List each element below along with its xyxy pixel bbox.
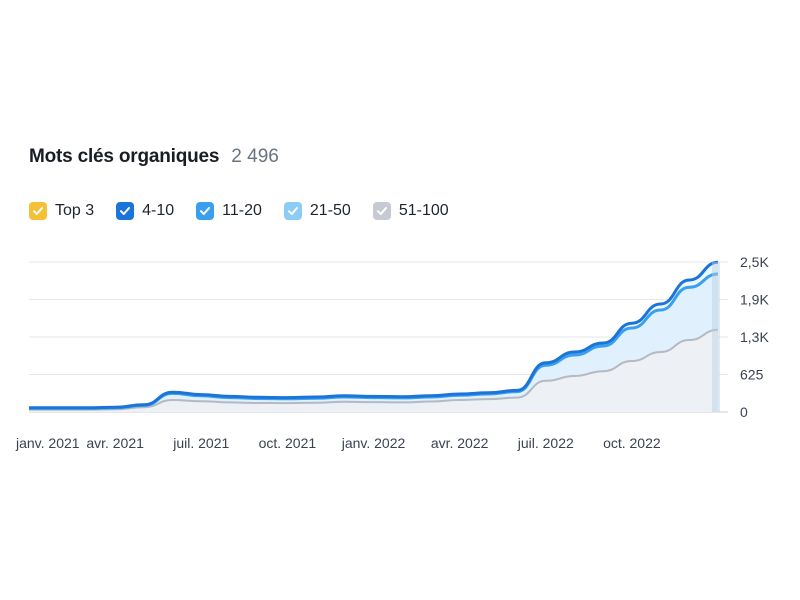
check-icon <box>287 207 298 215</box>
checkbox-11-20[interactable] <box>196 202 215 220</box>
y-tick-label: 1,3K <box>740 329 769 345</box>
series-area-51-100 <box>29 329 718 412</box>
series-line-4-10 <box>28 260 719 410</box>
legend-label-top3: Top 3 <box>55 202 95 219</box>
legend-label-51-100: 51-100 <box>398 202 449 219</box>
x-tick-label: avr. 2021 <box>86 435 144 451</box>
keywords-area-chart: 2,5K 1,9K 1,3K 625 0 janv. 2021 avr. 2021 juil.… <box>15 254 769 451</box>
x-tick-label: janv. 2021 <box>15 435 80 451</box>
y-tick-label: 625 <box>740 367 764 383</box>
checkbox-21-50[interactable] <box>283 202 302 220</box>
x-tick-label: avr. 2022 <box>431 435 489 451</box>
x-tick-label: juil. 2021 <box>172 435 229 451</box>
legend: Top 3 4-10 11-20 21-50 51-100 <box>29 202 449 220</box>
current-period-band <box>712 262 720 412</box>
checkbox-51-100[interactable] <box>372 202 391 220</box>
legend-label-11-20: 11-20 <box>222 202 262 219</box>
y-tick-label: 1,9K <box>740 292 769 308</box>
check-icon <box>200 207 211 215</box>
y-tick-label: 2,5K <box>740 254 769 270</box>
legend-label-4-10: 4-10 <box>142 202 175 219</box>
legend-item-11-20[interactable]: 11-20 <box>196 202 262 220</box>
x-tick-label: juil. 2022 <box>517 435 574 451</box>
legend-item-top3[interactable]: Top 3 <box>29 202 94 220</box>
check-icon <box>33 207 43 215</box>
legend-item-21-50[interactable]: 21-50 <box>283 202 351 220</box>
series-area-11-20 <box>29 274 718 412</box>
checkbox-4-10[interactable] <box>116 202 135 220</box>
check-icon <box>376 207 387 215</box>
series-line-51-100 <box>28 328 719 411</box>
check-icon <box>120 207 131 215</box>
x-tick-label: janv. 2022 <box>341 435 406 451</box>
y-tick-label: 0 <box>740 404 748 420</box>
legend-label-21-50: 21-50 <box>309 202 351 219</box>
checkbox-top3[interactable] <box>29 202 47 220</box>
x-tick-label: oct. 2022 <box>603 435 661 451</box>
legend-item-51-100[interactable]: 51-100 <box>372 202 449 220</box>
x-tick-label: oct. 2021 <box>259 435 317 451</box>
widget-title: Mots clés organiques <box>29 146 220 167</box>
keyword-count: 2 496 <box>231 146 279 167</box>
legend-item-4-10[interactable]: 4-10 <box>116 202 174 220</box>
title-row: Mots clés organiques 2 496 <box>29 146 279 168</box>
